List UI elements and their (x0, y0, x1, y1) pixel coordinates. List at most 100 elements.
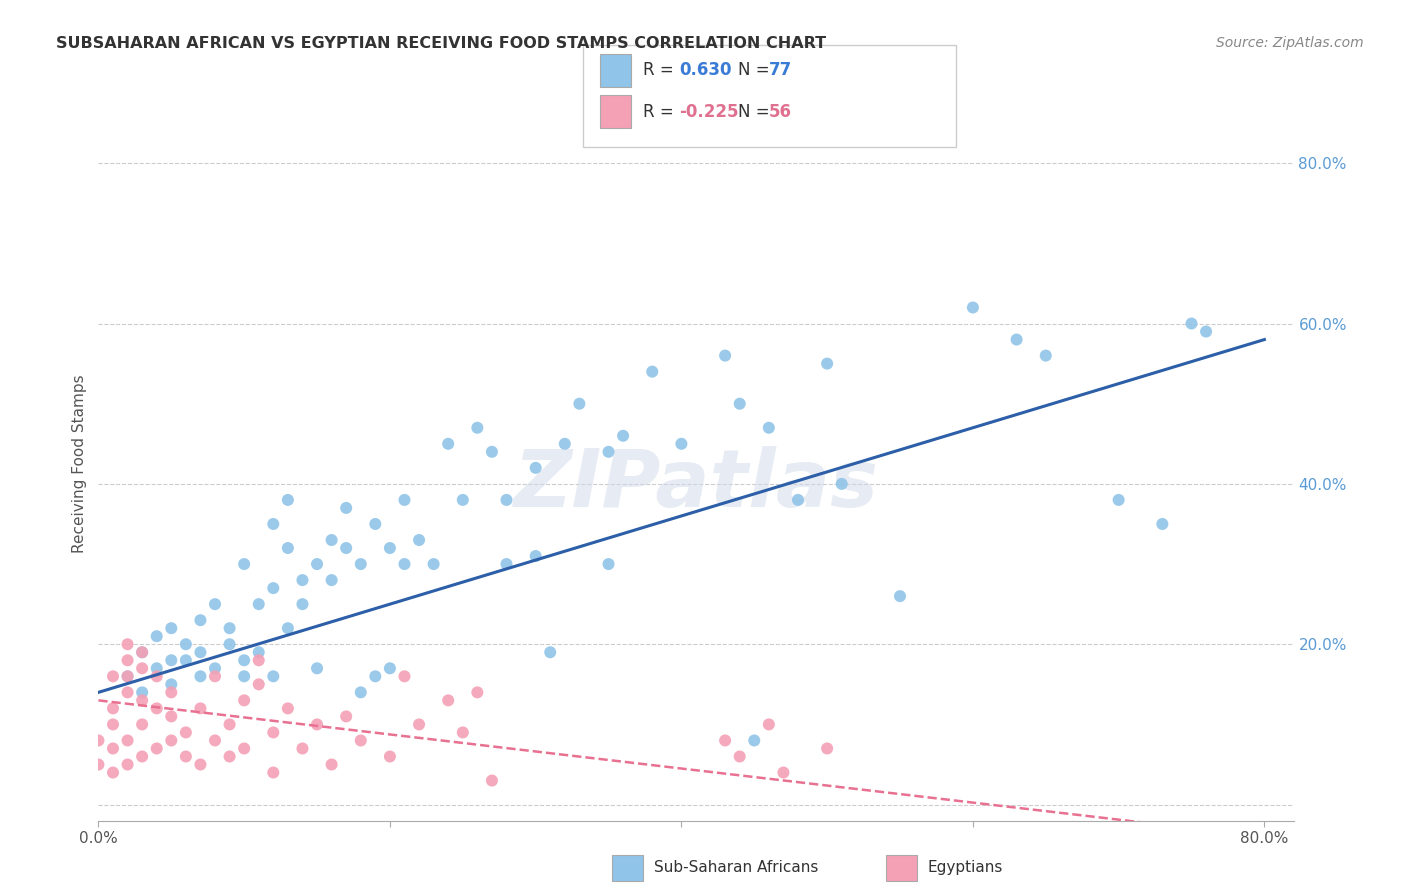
Point (772, 765, 794, 780)
Point (612, 429, 634, 443)
Point (495, 557, 517, 571)
Point (262, 516, 284, 531)
Point (378, 661, 401, 675)
Text: -0.225: -0.225 (679, 103, 738, 120)
Point (364, 516, 387, 531)
Point (101, 765, 124, 780)
Point (481, 773, 503, 788)
Point (262, 725, 284, 739)
Point (117, 669, 139, 683)
Point (160, 653, 183, 667)
Point (394, 557, 416, 571)
Point (247, 645, 270, 659)
Point (190, 669, 212, 683)
Point (815, 357, 838, 371)
Point (117, 637, 139, 651)
Point (408, 717, 430, 731)
Point (247, 677, 270, 691)
Point (174, 749, 197, 764)
Point (524, 460, 547, 475)
Point (233, 557, 256, 571)
Point (160, 685, 183, 699)
Point (204, 733, 226, 747)
Point (218, 621, 240, 635)
Point (117, 669, 139, 683)
Text: N =: N = (738, 103, 775, 120)
Point (218, 637, 240, 651)
Point (451, 725, 474, 739)
Text: R =: R = (643, 103, 679, 120)
Point (247, 597, 270, 611)
Point (538, 645, 561, 659)
Point (641, 365, 664, 379)
Point (598, 557, 620, 571)
Point (335, 500, 357, 515)
Point (262, 669, 284, 683)
Point (204, 661, 226, 675)
Point (277, 621, 299, 635)
Point (742, 733, 765, 747)
Point (160, 709, 183, 723)
Point (437, 693, 460, 707)
Point (190, 613, 212, 627)
Point (117, 653, 139, 667)
Point (87, 733, 110, 747)
Point (262, 765, 284, 780)
Y-axis label: Receiving Food Stamps: Receiving Food Stamps (72, 375, 87, 553)
Point (190, 701, 212, 715)
Point (889, 589, 911, 603)
Point (481, 445, 503, 459)
Point (101, 669, 124, 683)
Point (87, 757, 110, 772)
Text: R =: R = (643, 62, 679, 79)
Point (321, 573, 343, 587)
Point (394, 669, 416, 683)
Point (1152, 516, 1174, 531)
Point (117, 685, 139, 699)
Point (101, 701, 124, 715)
Point (378, 541, 401, 555)
Point (131, 749, 153, 764)
Text: Egyptians: Egyptians (928, 861, 1004, 875)
Point (568, 397, 591, 411)
Point (467, 685, 489, 699)
Point (117, 757, 139, 772)
Point (321, 533, 343, 547)
Point (131, 645, 153, 659)
Point (101, 741, 124, 756)
Point (1035, 349, 1057, 363)
Point (247, 653, 270, 667)
Text: ZIPatlas: ZIPatlas (513, 446, 879, 524)
Text: N =: N = (738, 62, 775, 79)
Point (335, 541, 357, 555)
Point (190, 757, 212, 772)
Point (1195, 325, 1218, 339)
Point (422, 557, 444, 571)
Point (145, 629, 167, 643)
Text: Source: ZipAtlas.com: Source: ZipAtlas.com (1216, 36, 1364, 50)
Point (714, 733, 737, 747)
Point (277, 541, 299, 555)
Point (554, 437, 576, 451)
Point (1180, 317, 1202, 331)
Point (378, 749, 401, 764)
Point (233, 741, 256, 756)
Point (277, 701, 299, 715)
Point (174, 653, 197, 667)
Point (145, 741, 167, 756)
Point (145, 701, 167, 715)
Point (145, 661, 167, 675)
Text: 0.630: 0.630 (679, 62, 731, 79)
Point (131, 717, 153, 731)
Point (277, 492, 299, 507)
Point (131, 645, 153, 659)
Point (305, 661, 328, 675)
Point (758, 421, 780, 435)
Point (131, 685, 153, 699)
Point (467, 421, 489, 435)
Point (321, 757, 343, 772)
Point (305, 717, 328, 731)
Point (233, 693, 256, 707)
Point (728, 397, 751, 411)
Point (787, 492, 810, 507)
